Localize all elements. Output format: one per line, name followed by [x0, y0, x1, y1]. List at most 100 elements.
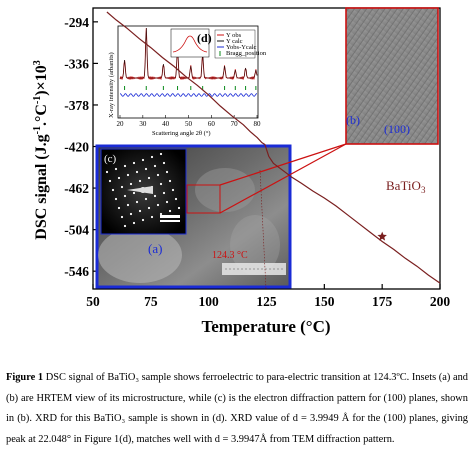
- diffraction-spot: [177, 206, 181, 210]
- beam-stop: [127, 186, 153, 194]
- x-tick-label: 175: [372, 294, 393, 309]
- diffraction-spot: [111, 188, 115, 192]
- transition-temp-label: 124.3 °C: [212, 250, 248, 261]
- diffraction-spot: [126, 203, 130, 207]
- xrd-legend-bragg: Bragg_position: [226, 50, 267, 57]
- x-tick-label: 100: [199, 294, 220, 309]
- zoom-line: [219, 143, 347, 214]
- xrd-y-axis-label: X-ray intensity (arbanits): [108, 52, 115, 118]
- diffraction-spot: [153, 164, 157, 168]
- diffraction-spot: [165, 170, 169, 174]
- diffraction-spot: [114, 197, 118, 201]
- y-tick-label: -420: [64, 140, 89, 155]
- xrd-tick-label: 60: [208, 120, 216, 128]
- caption-text: DSC signal of BaTiO₃ sample shows ferroe…: [6, 372, 468, 445]
- diffraction-spot: [120, 185, 124, 189]
- figure-caption: Figure 1 DSC signal of BaTiO₃ sample sho…: [6, 368, 468, 450]
- xrd-tick-label: 70: [231, 120, 239, 128]
- xrd-tick-label: 50: [185, 120, 193, 128]
- inset-c-label: (c): [104, 153, 117, 165]
- diffraction-spot: [159, 212, 163, 216]
- diffraction-spot: [132, 221, 136, 225]
- diffraction-spot: [174, 197, 178, 201]
- inset-a-label: (a): [148, 241, 162, 256]
- y-tick-label: -336: [64, 56, 89, 71]
- diffraction-spot: [135, 200, 139, 204]
- diffraction-spot: [129, 182, 133, 186]
- diffraction-spot: [126, 173, 130, 177]
- x-tick-label: 50: [86, 294, 100, 309]
- diffraction-spot: [117, 176, 121, 180]
- diffraction-spot: [105, 170, 109, 174]
- dsc-star-marker: [377, 231, 387, 241]
- inset-d-xrd: 20 30 40 50 60 70 80 Y obs Y calc Yobs-Ycalc B…: [108, 25, 267, 137]
- x-tick-label: 125: [256, 294, 277, 309]
- diffraction-spot: [108, 179, 112, 183]
- diffraction-spot: [120, 215, 124, 219]
- diffraction-spot: [162, 161, 166, 165]
- diffraction-spot: [153, 194, 157, 198]
- y-tick-label: -294: [64, 15, 89, 30]
- x-tick-label: 75: [144, 294, 158, 309]
- xrd-tick-label: 40: [162, 120, 170, 128]
- x-axis-label: Temperature (°C): [201, 317, 330, 336]
- xrd-legend-yobs: Y obs: [226, 32, 242, 39]
- diffraction-spot: [144, 167, 148, 171]
- diffraction-spot: [138, 209, 142, 213]
- xrd-tick-label: 30: [139, 120, 147, 128]
- xrd-difference-pattern: [120, 93, 258, 97]
- bragg-positions: [124, 86, 257, 90]
- dsc-curve: [106, 11, 441, 284]
- xrd-x-ticks: 20 30 40 50 60 70 80: [117, 115, 262, 128]
- diffraction-spot: [132, 161, 136, 165]
- diffraction-spot: [132, 191, 136, 195]
- diffraction-spots: [105, 152, 181, 228]
- diffraction-spot: [156, 173, 160, 177]
- diffraction-spot: [156, 203, 160, 207]
- dsc-figure: -294 -336 -378 -420 -462 -504 -546 50 75 100 125 1…: [32, 7, 451, 336]
- xrd-legend-ycalc: Y calc: [226, 38, 243, 45]
- xrd-tick-label: 20: [117, 120, 125, 128]
- xrd-legend-diff: Yobs-Ycalc: [226, 44, 257, 51]
- inset-c-diffraction: (c): [100, 148, 187, 235]
- diffraction-spot: [123, 224, 127, 228]
- sample-label: BaTiO3: [386, 178, 426, 195]
- x-tick-label: 200: [430, 294, 451, 309]
- y-tick-label: -378: [64, 98, 89, 113]
- diffraction-spot: [150, 215, 154, 219]
- inset-d-label: (d): [197, 31, 212, 45]
- diffraction-spot: [141, 218, 145, 222]
- diffraction-spot: [123, 194, 127, 198]
- xrd-tick-label: 80: [254, 120, 262, 128]
- inset-b-label: (b): [346, 113, 360, 127]
- x-tick-label: 150: [314, 294, 335, 309]
- diffraction-spot: [114, 167, 118, 171]
- caption-label: Figure 1: [6, 372, 44, 383]
- diffraction-spot: [159, 152, 163, 156]
- diffraction-spot: [144, 197, 148, 201]
- diffraction-spot: [168, 179, 172, 183]
- diffraction-spot: [129, 212, 133, 216]
- xrd-zoom-peak: [172, 35, 208, 53]
- diffraction-spot: [171, 188, 175, 192]
- zoom-line: [219, 143, 347, 186]
- y-tick-label: -546: [64, 264, 89, 279]
- transition-marker: [259, 169, 267, 290]
- diffraction-spot: [147, 176, 151, 180]
- diffraction-spot: [162, 191, 166, 195]
- diffraction-spot: [168, 209, 172, 213]
- diffraction-spot: [138, 179, 142, 183]
- diffraction-spot: [165, 200, 169, 204]
- diffraction-spot: [159, 182, 163, 186]
- y-tick-label: -462: [64, 181, 89, 196]
- diffraction-spot: [117, 206, 121, 210]
- diffraction-spot: [141, 158, 145, 162]
- inset-b-hrtem: (b) (100): [345, 7, 439, 145]
- diffraction-spot: [147, 206, 151, 210]
- diffraction-spot: [135, 170, 139, 174]
- diffraction-spot: [123, 164, 127, 168]
- inset-b-plane: (100): [384, 122, 410, 136]
- xrd-x-axis-label: Scattering angle 2θ (°): [152, 130, 211, 137]
- y-tick-label: -504: [64, 223, 89, 238]
- dsc-markers: [377, 231, 387, 241]
